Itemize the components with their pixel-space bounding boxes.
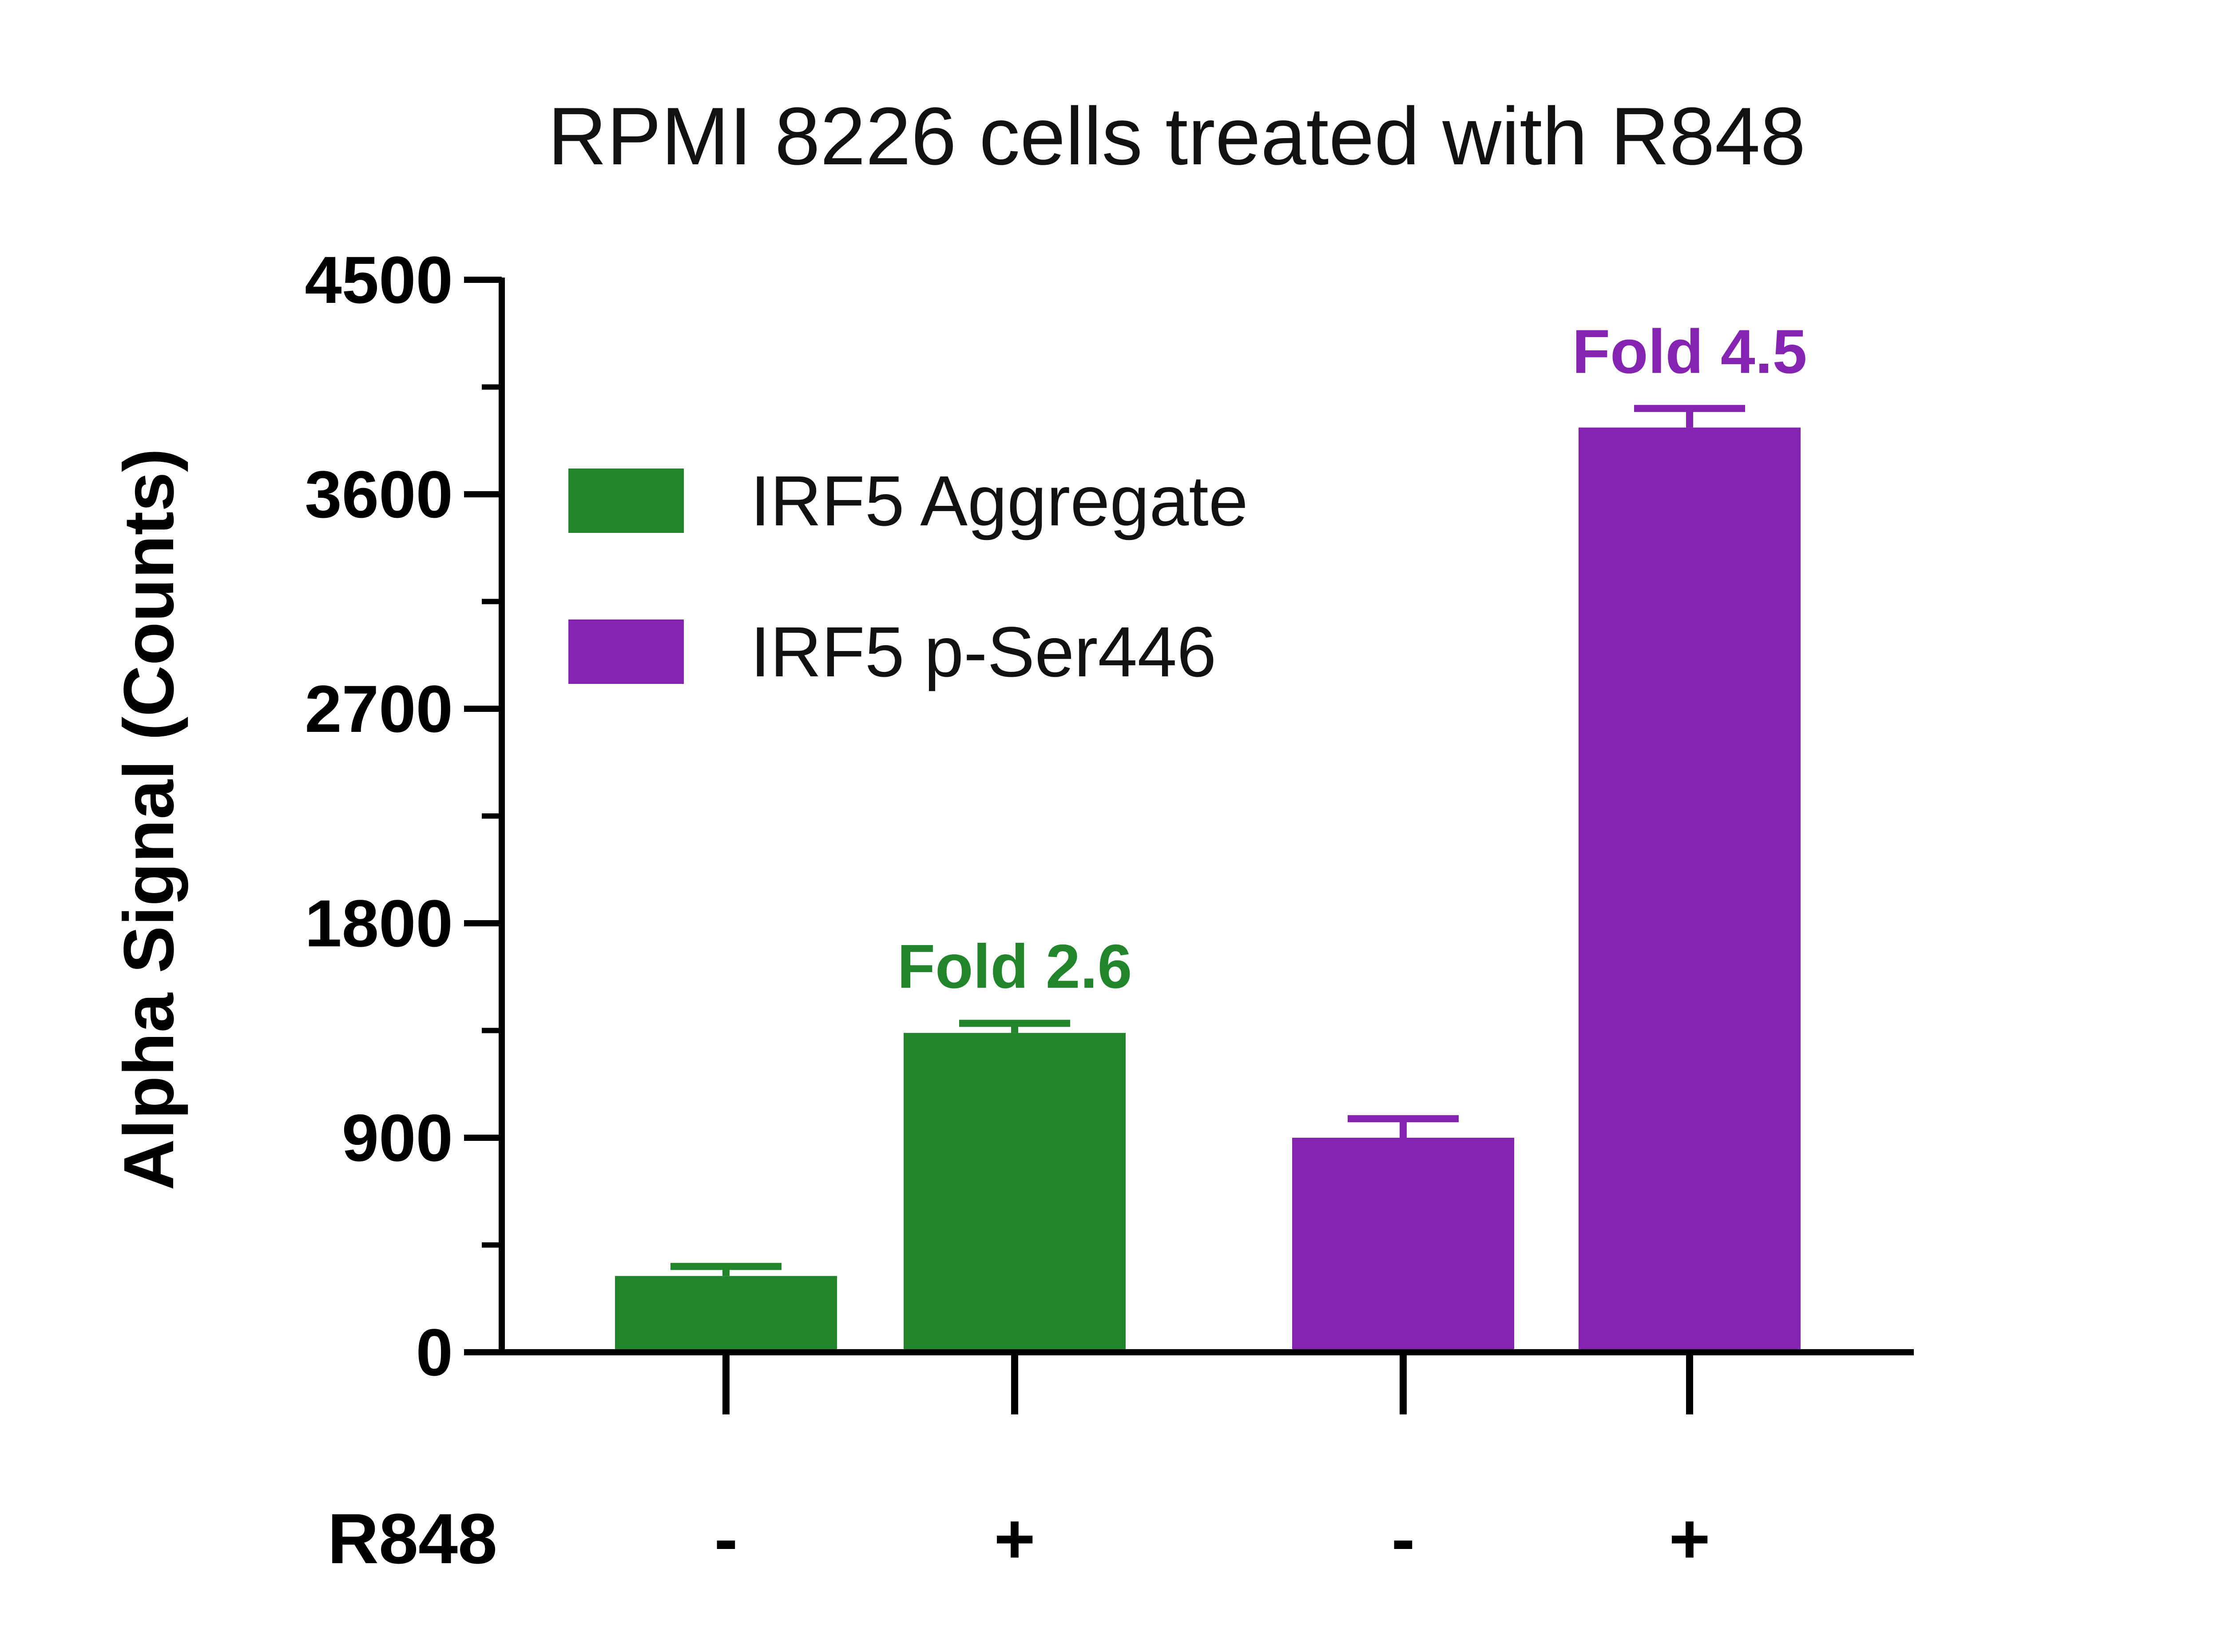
y-tick-label: 2700 xyxy=(305,671,453,746)
legend-label: IRF5 Aggregate xyxy=(750,461,1248,540)
legend-label: IRF5 p-Ser446 xyxy=(750,612,1216,691)
plot-area: 0 900 1800 2700 3600 4500 - + Fold 2.6 - + Fold 4.5… xyxy=(305,242,1914,1578)
x-category-label: + xyxy=(1669,1499,1710,1578)
bar xyxy=(1292,1138,1514,1349)
y-tick-label: 1800 xyxy=(305,886,453,961)
legend-swatch xyxy=(568,469,684,533)
y-tick-label: 4500 xyxy=(305,242,453,317)
fold-annotation: Fold 4.5 xyxy=(1572,317,1807,386)
bar xyxy=(1579,427,1801,1349)
bar xyxy=(904,1032,1126,1349)
x-category-label: - xyxy=(714,1499,738,1578)
legend-swatch xyxy=(568,620,684,684)
chart-title: RPMI 8226 cells treated with R848 xyxy=(548,90,1806,182)
fold-annotation: Fold 2.6 xyxy=(897,931,1132,1001)
bar xyxy=(615,1276,837,1349)
x-category-label: + xyxy=(994,1499,1035,1578)
y-tick-label: 3600 xyxy=(305,457,453,532)
x-category-label: - xyxy=(1391,1499,1415,1578)
y-tick-label: 900 xyxy=(342,1100,453,1175)
y-axis-label: Alpha Signal (Counts) xyxy=(109,448,188,1190)
condition-label: R848 xyxy=(328,1499,498,1578)
y-tick-label: 0 xyxy=(416,1315,453,1390)
